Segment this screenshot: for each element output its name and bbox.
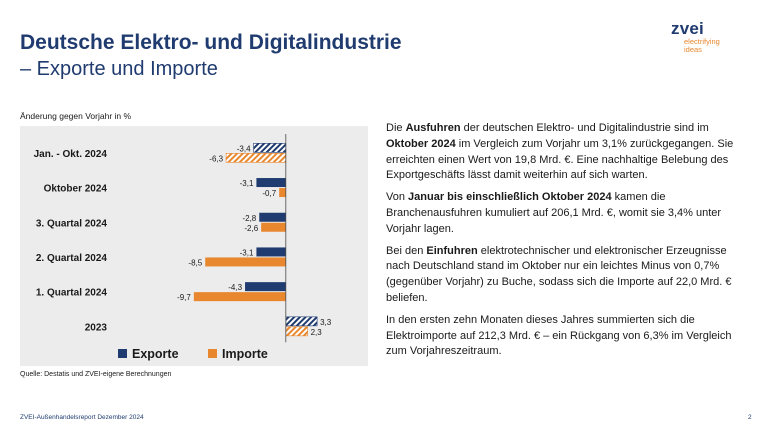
bar-importe (285, 326, 308, 337)
bar-exporte (256, 178, 286, 188)
footer-text: ZVEI-Außenhandelsreport Dezember 2024 (20, 414, 144, 421)
bar-exporte (256, 247, 286, 257)
data-label: -3,1 (240, 248, 254, 257)
data-label: -2,6 (244, 224, 258, 233)
category-label: Jan. - Okt. 2024 (34, 149, 108, 160)
data-label: -3,1 (240, 179, 254, 188)
bar-exporte (245, 282, 286, 292)
bar-exporte (285, 316, 318, 327)
category-label: 3. Quartal 2024 (36, 218, 108, 229)
data-label: -2,8 (242, 214, 256, 223)
category-label: 2. Quartal 2024 (36, 253, 108, 264)
data-label: -8,5 (188, 258, 202, 267)
slide-title: Deutsche Elektro- und Digitalindustrie (20, 31, 402, 54)
commentary-text: Die Ausfuhren der deutschen Elektro- und… (386, 121, 752, 366)
bar-exporte (253, 143, 287, 153)
paragraph-exports-cumulative: Von Januar bis einschließlich Oktober 20… (386, 191, 722, 235)
legend-label-exporte: Exporte (132, 347, 179, 361)
logo-word: zvei (671, 19, 704, 38)
paragraph-imports-cumulative: In den ersten zehn Monaten dieses Jahres… (386, 313, 732, 358)
data-label: -9,7 (177, 293, 191, 302)
paragraph-exports-october: Die Ausfuhren der deutschen Elektro- und… (386, 122, 734, 182)
bar-exporte (259, 212, 286, 222)
logo-tagline-2: ideas (684, 45, 702, 54)
chart-axis-label: Änderung gegen Vorjahr in % (20, 111, 132, 121)
bar-importe (193, 292, 286, 302)
data-label: -3,4 (237, 144, 251, 153)
chart-source: Quelle: Destatis und ZVEI-eigene Berechn… (20, 371, 172, 378)
data-label: 3,3 (320, 318, 332, 327)
data-label: -0,7 (262, 189, 276, 198)
page-number: 2 (748, 414, 752, 421)
slide-subtitle: – Exporte und Importe (20, 58, 218, 80)
category-label: 1. Quartal 2024 (36, 288, 108, 299)
bar-importe (225, 153, 287, 163)
data-label: -6,3 (209, 154, 223, 163)
data-label: -4,3 (228, 283, 242, 292)
paragraph-imports-october: Bei den Einfuhren elektrotechnischer und… (386, 244, 732, 304)
bar-chart: Jan. - Okt. 2024 -3,4 -6,3 Oktober 2024 -3,1… (34, 134, 332, 361)
logo-tagline-1: electrifying (684, 37, 720, 46)
category-label: 2023 (85, 322, 108, 333)
zvei-logo: zvei electrifying ideas (671, 20, 751, 54)
category-label: Oktober 2024 (44, 184, 108, 195)
bar-importe (261, 222, 286, 232)
legend-swatch-exporte (118, 349, 127, 358)
legend-label-importe: Importe (222, 347, 268, 361)
legend-swatch-importe (208, 349, 217, 358)
bar-importe (205, 257, 286, 267)
bar-importe (279, 188, 286, 198)
data-label: 2,3 (311, 328, 323, 337)
